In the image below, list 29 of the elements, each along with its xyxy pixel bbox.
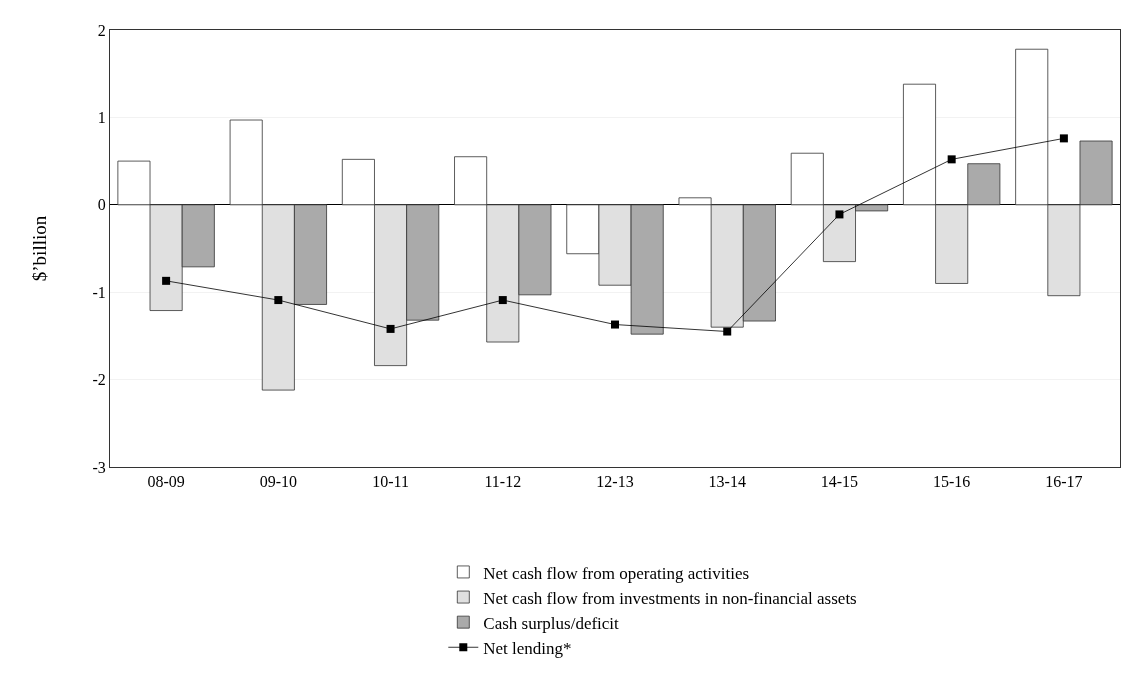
x-tick-label: 14-15	[820, 473, 859, 491]
point	[835, 210, 844, 219]
x-tick-label: 16-17	[1045, 473, 1083, 491]
x-tick-label: 09-10	[259, 473, 297, 491]
x-tick-label: 13-14	[708, 473, 746, 491]
y-tick-label: -1	[92, 283, 106, 301]
legend-label: Net cash flow from investments in non-financial assets	[483, 588, 857, 608]
x-tick-label: 12-13	[596, 473, 634, 491]
y-tick-label: -3	[92, 458, 106, 476]
x-tick-label: 10-11	[372, 473, 409, 491]
y-tick-label: 2	[97, 21, 106, 39]
point	[498, 296, 507, 305]
x-tick-label: 11-12	[484, 473, 522, 491]
point	[274, 296, 283, 305]
point	[723, 327, 732, 336]
legend-label: Net lending*	[483, 638, 572, 658]
point	[386, 324, 395, 333]
y-tick-label: 0	[97, 196, 106, 214]
y-axis-title: $’billion	[29, 215, 51, 282]
legend-label: Net cash flow from operating activities	[483, 563, 750, 583]
point	[162, 276, 171, 285]
x-tick-label: 15-16	[933, 473, 971, 491]
point	[1059, 134, 1068, 143]
x-tick-label: 08-09	[147, 473, 185, 491]
point	[947, 155, 956, 164]
y-tick-label: -2	[92, 371, 106, 389]
y-tick-label: 1	[97, 109, 106, 126]
legend-label: Cash surplus/deficit	[483, 613, 620, 633]
point	[611, 320, 619, 329]
